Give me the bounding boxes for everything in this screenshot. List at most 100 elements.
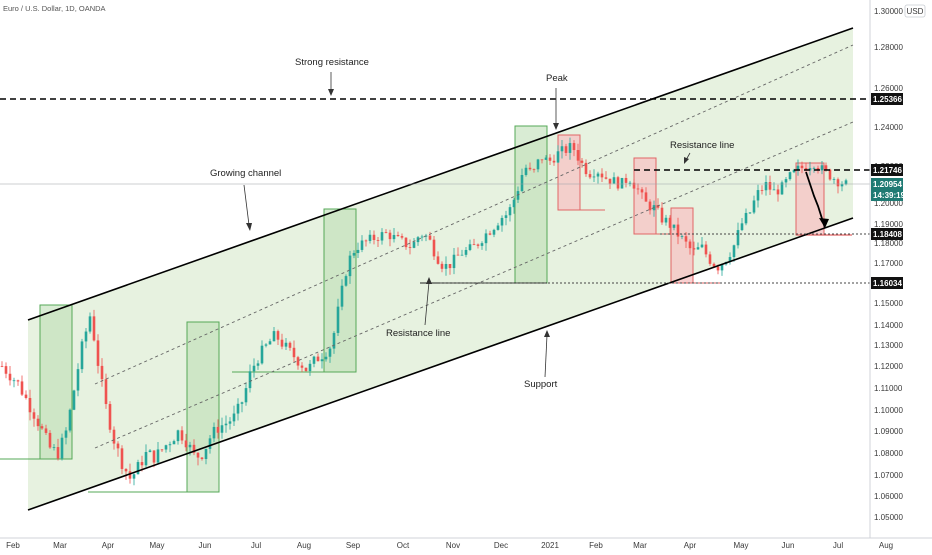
candle [120,445,124,475]
y-tick-label: 1.24000 [874,123,903,132]
candle [624,173,628,188]
price-tag[interactable]: 1.21746 [871,164,903,176]
channel-upper-line[interactable] [27,27,854,321]
candle [460,249,464,256]
candle [264,343,268,348]
candle [336,298,340,337]
green-box-2[interactable] [186,321,220,493]
candle [480,241,484,250]
price-tags: 1.25366 1.21746 1.20954 14:39:19 1.18408 1.16… [871,93,906,289]
candle [556,145,560,164]
candle [524,164,528,177]
candle [800,161,804,174]
candle [200,456,204,461]
price-tag[interactable]: 1.18408 [871,228,903,240]
candle [588,170,592,180]
candle [156,442,160,464]
projection-path[interactable] [805,171,826,229]
candle [72,389,76,411]
x-tick-label: Jun [199,541,212,550]
candle [192,439,196,456]
candle [776,184,780,202]
candle [640,187,644,199]
candle [96,334,100,374]
x-tick-label: Oct [397,541,410,550]
price-tag-label: 14:39:19 [873,191,906,200]
candle [216,419,220,439]
candle [196,452,200,466]
y-tick-label: 1.15000 [874,299,903,308]
candle [384,229,388,234]
candle [440,261,444,273]
candle [28,389,32,421]
price-tag-label: 1.25366 [873,95,902,104]
candle [616,175,620,191]
y-tick-label: 1.19000 [874,220,903,229]
candle [436,251,440,265]
candle [0,361,4,368]
candle [176,429,180,445]
candle [352,250,356,259]
candle [596,171,600,184]
candle [148,448,152,453]
candle [532,168,536,173]
candle [104,373,108,409]
candles [0,137,848,486]
x-tick-label: May [733,541,748,550]
currency-badge[interactable] [904,4,926,18]
candle [328,346,332,363]
candle [740,218,744,232]
candle [204,448,208,465]
candle [236,398,240,421]
arrow-growing-channel-head [246,223,252,231]
price-tag[interactable]: 1.25366 [871,93,903,105]
candle [416,236,420,246]
candle [84,328,88,349]
price-tag[interactable]: 1.16034 [871,277,903,289]
x-tick-label: Nov [446,541,460,550]
candle [580,157,584,168]
candle [56,438,60,461]
candle [144,444,148,468]
candle [400,233,404,240]
candle [688,239,692,255]
price-tag[interactable]: 1.20954 [871,178,903,190]
channel-mid-dotted-1 [94,44,854,385]
candle [664,214,668,226]
candle [108,401,112,433]
candle [24,390,28,400]
x-tick-label: May [149,541,164,550]
candle [76,363,80,397]
candle [332,331,336,354]
channel-lower-line[interactable] [27,217,854,511]
y-tick-label: 1.06000 [874,492,903,501]
candle [808,161,812,176]
candle [320,353,324,369]
candle [684,231,688,249]
x-tick-label: Feb [6,541,20,550]
price-axis-bg[interactable] [870,0,932,538]
candle [140,455,144,472]
candle [408,239,412,255]
candle [764,175,768,196]
time-axis-bg[interactable] [0,538,932,550]
candle [348,250,352,284]
y-tick-label: 1.07000 [874,471,903,480]
y-tick-label: 1.12000 [874,362,903,371]
candle [288,341,292,351]
candle [500,215,504,232]
x-tick-labels: Feb Mar Apr May Jun Jul Aug Sep Oct Nov Dec 2021 Feb… [6,541,893,550]
x-tick-label: Jul [251,541,261,550]
candle [212,422,216,443]
candle [404,237,408,250]
candle [232,405,236,426]
candle [552,154,556,166]
price-tag[interactable]: 14:39:19 [871,189,906,201]
x-tick-label: Mar [53,541,67,550]
y-tick-label: 1.30000 [874,7,903,16]
candle [152,450,156,468]
green-box-4[interactable] [514,125,548,284]
candle [528,162,532,171]
